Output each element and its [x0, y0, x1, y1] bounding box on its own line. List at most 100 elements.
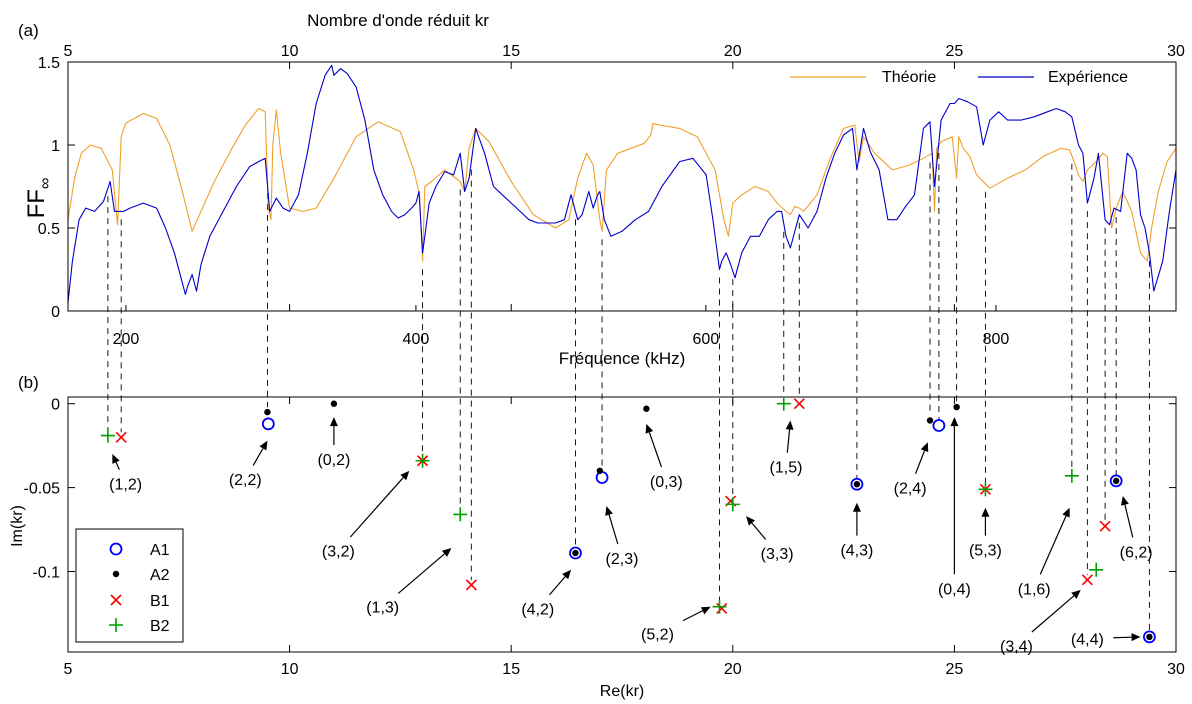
point-a2 [572, 549, 579, 557]
annotation-arrowhead [441, 547, 452, 557]
point-b2 [712, 599, 727, 614]
point-a2 [1146, 633, 1153, 641]
point-a2 [643, 405, 650, 412]
mode-label: (1,2) [109, 476, 142, 493]
annotation-arrowhead [852, 502, 861, 512]
annotation-arrow [682, 610, 703, 622]
annotation-arrowhead [1131, 633, 1141, 642]
annotation-arrow [115, 461, 120, 470]
freq-tick-label: 400 [403, 331, 430, 348]
freq-tick-label: 200 [113, 331, 140, 348]
mode-label: (3,4) [1000, 638, 1033, 655]
panel-a-label: (a) [18, 21, 39, 40]
annotation-arrow [648, 432, 663, 468]
annotation-arrow [252, 448, 264, 466]
annotation-arrow [1039, 515, 1067, 575]
mode-label: (1,6) [1018, 581, 1051, 598]
freq-tick-label: 800 [983, 331, 1010, 348]
top-axis-label: Nombre d'onde réduit kr [307, 11, 489, 30]
point-a2 [330, 400, 338, 407]
top-tick-label: 15 [502, 43, 520, 60]
experience-curve [67, 64, 1177, 303]
annotation-arrowhead [259, 440, 268, 451]
mode-label: (3,2) [322, 544, 355, 561]
legend-marker-a1 [109, 542, 123, 556]
annotation-arrow [349, 477, 404, 538]
point-b2 [978, 482, 993, 497]
annotation-arrow [914, 450, 926, 474]
point-b2 [453, 507, 468, 522]
panel-b-axes: 5 10 15 20 25 30 0 -0.05 -0.1 [24, 397, 1185, 678]
point-a2 [596, 467, 604, 475]
annotation-arrowhead [1071, 589, 1081, 599]
mode-label: (4,4) [1071, 632, 1104, 649]
annotation-arrow [786, 429, 791, 453]
annotation-arrowhead [700, 606, 711, 615]
point-b2 [1089, 562, 1104, 577]
connector-lines [107, 153, 1150, 632]
point-b1 [793, 398, 805, 410]
point-a1 [932, 419, 946, 432]
point-a2 [1112, 477, 1120, 485]
annotation-arrow [548, 576, 566, 596]
annotation-arrow [397, 553, 445, 594]
x-tick-label: 20 [724, 661, 742, 678]
mode-label: (5,3) [969, 543, 1002, 560]
annotation-arrowhead [1062, 507, 1070, 518]
annotation-arrowhead [329, 417, 338, 427]
annotation-arrow [608, 514, 619, 545]
annotation-arrowhead [950, 417, 959, 427]
mode-label: (2,3) [606, 551, 639, 568]
panel-a-axes: 5 10 15 20 25 30 200 400 600 800 0 0.5 1 1.5 [38, 43, 1185, 348]
y-tick-label: 0 [51, 304, 60, 321]
panel-a: (a) Nombre d'onde réduit kr 5 10 15 20 25 302… [18, 11, 1185, 368]
point-b2 [725, 497, 740, 512]
x-tick-label: 15 [502, 661, 520, 678]
annotation-arrow [1113, 636, 1132, 639]
legend-label-experience: Expérience [1048, 69, 1128, 86]
annotation-arrowhead [785, 420, 794, 430]
point-b1 [716, 602, 728, 614]
legend-label-b1: B1 [150, 593, 170, 610]
panel-b-xlabel: Re(kr) [600, 683, 644, 700]
panel-a-frame [67, 61, 1177, 312]
annotation-arrowhead [605, 506, 613, 516]
top-tick-label: 20 [724, 43, 742, 60]
mode-label: (1,3) [366, 600, 399, 617]
y-tick-label: -0.1 [32, 564, 60, 581]
point-a1 [569, 546, 582, 560]
panel-b-points [100, 396, 1156, 644]
mode-label: (5,2) [641, 627, 674, 644]
top-tick-label: 30 [1167, 43, 1185, 60]
panel-b: (b) 5 10 15 20 25 30 0 -0.05 -0.1 (1,2) (2,2) (0,2… [9, 373, 1185, 700]
point-b1 [465, 579, 477, 591]
point-b1 [115, 431, 127, 443]
y-tick-label: 1.5 [38, 55, 60, 72]
x-tick-label: 5 [64, 661, 73, 678]
legend-marker-b1 [110, 594, 122, 606]
mode-label: (2,2) [229, 472, 262, 489]
legend-label-a2: A2 [150, 567, 170, 584]
panel-b-annotations: (1,2) (2,2) (0,2) (3,2) (1,3) (4,2) (2,3) (0,3)… [109, 417, 1153, 655]
annotation-arrowhead [112, 454, 120, 464]
point-b2 [776, 396, 791, 411]
point-a1 [1109, 474, 1123, 488]
annotation-arrow [751, 522, 767, 540]
top-tick-label: 25 [946, 43, 964, 60]
panel-a-series [67, 64, 1177, 303]
point-a1 [1143, 630, 1156, 644]
point-b1 [1099, 520, 1111, 532]
theory-curve [67, 107, 1177, 262]
point-a2 [953, 403, 960, 411]
mode-label: (0,4) [938, 581, 971, 598]
mode-label: (3,3) [761, 546, 794, 563]
annotation-arrow [1124, 504, 1134, 538]
point-b2 [415, 453, 430, 468]
legend-marker-a2 [112, 570, 120, 578]
annotation-arrowhead [920, 442, 929, 453]
annotation-arrowhead [400, 470, 410, 481]
mode-label: (2,4) [894, 481, 927, 498]
legend-box [75, 528, 184, 643]
bottom-axis-label: Fréquence (kHz) [559, 349, 686, 368]
